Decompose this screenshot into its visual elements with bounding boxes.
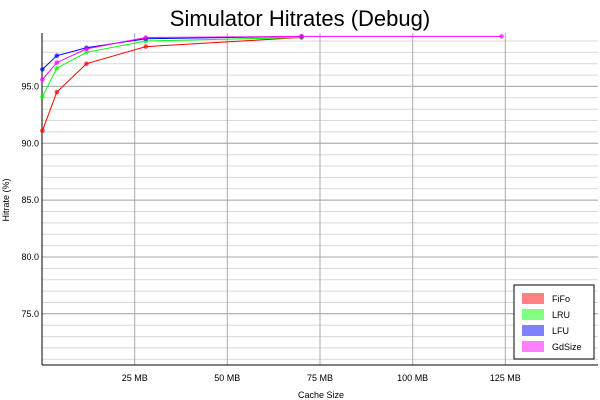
data-point-fifo bbox=[40, 128, 45, 134]
y-tick-label: 75.0 bbox=[21, 309, 39, 319]
data-point-fifo bbox=[143, 44, 149, 49]
legend-label-lru: LRU bbox=[552, 310, 570, 320]
y-tick-label: 90.0 bbox=[21, 138, 39, 148]
y-axis-label: Hitrate (%) bbox=[1, 178, 11, 221]
x-tick-label: 100 MB bbox=[397, 373, 428, 383]
data-point-fifo bbox=[84, 61, 89, 66]
data-point-gdsize bbox=[499, 34, 504, 39]
legend-swatch-lru bbox=[522, 309, 544, 320]
series-gdsize bbox=[40, 34, 504, 82]
data-point-gdsize bbox=[84, 46, 89, 52]
series-layer bbox=[40, 34, 504, 134]
data-point-lru bbox=[84, 50, 89, 55]
y-tick-label: 80.0 bbox=[21, 252, 39, 262]
x-tick-label: 50 MB bbox=[214, 373, 240, 383]
legend-item-lru: LRU bbox=[522, 309, 570, 320]
data-point-gdsize bbox=[143, 35, 149, 40]
data-point-lru bbox=[40, 94, 45, 99]
series-line-gdsize bbox=[42, 35, 502, 80]
legend-swatch-lfu bbox=[522, 325, 544, 336]
data-point-lru bbox=[54, 65, 60, 71]
legend-swatch-gdsize bbox=[522, 341, 544, 352]
data-point-gdsize bbox=[40, 77, 45, 82]
x-tick-label: 75 MB bbox=[307, 373, 333, 383]
legend-label-gdsize: GdSize bbox=[552, 342, 582, 352]
legend-label-lfu: LFU bbox=[552, 326, 569, 336]
data-point-fifo bbox=[54, 89, 60, 95]
legend-swatch-fifo bbox=[522, 293, 544, 304]
y-tick-label: 85.0 bbox=[21, 195, 39, 205]
legend-label-fifo: FiFo bbox=[552, 294, 570, 304]
x-tick-label: 25 MB bbox=[122, 373, 148, 383]
legend-item-gdsize: GdSize bbox=[522, 341, 582, 352]
legend-item-fifo: FiFo bbox=[522, 293, 570, 304]
x-tick-label: 125 MB bbox=[490, 373, 521, 383]
data-point-gdsize bbox=[54, 60, 60, 65]
legend-item-lfu: LFU bbox=[522, 325, 569, 336]
data-point-gdsize bbox=[299, 34, 304, 39]
data-point-lfu bbox=[40, 67, 45, 72]
chart-title: Simulator Hitrates (Debug) bbox=[170, 6, 430, 31]
axes: 75.0 80.0 85.0 90.0 95.0 25 MB 50 MB 75 MB 100 M… bbox=[21, 33, 598, 383]
data-point-lfu bbox=[54, 53, 60, 58]
grid bbox=[42, 33, 598, 365]
x-axis-label: Cache Size bbox=[298, 390, 344, 400]
y-tick-label: 95.0 bbox=[21, 81, 39, 91]
legend: FiFo LRU LFU GdSize bbox=[513, 284, 595, 360]
